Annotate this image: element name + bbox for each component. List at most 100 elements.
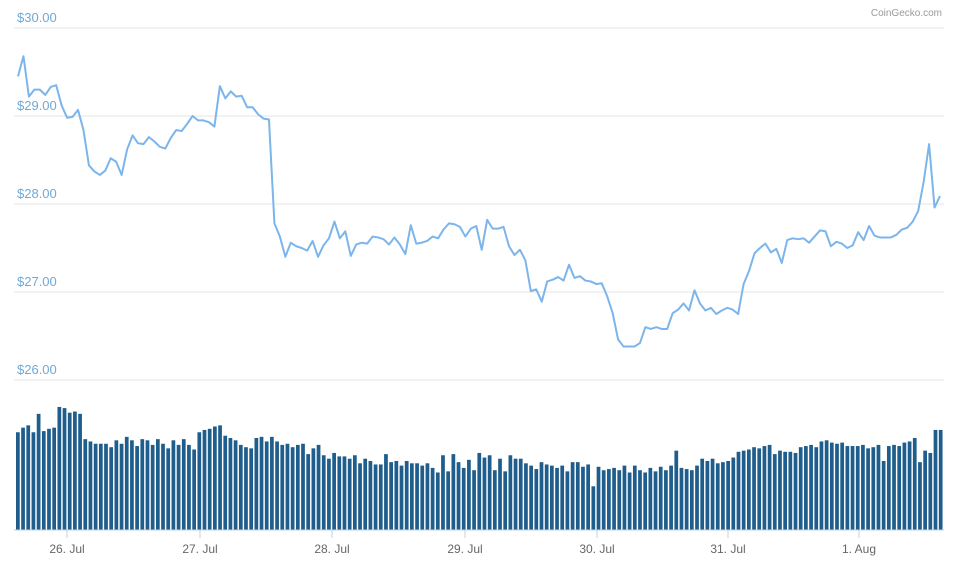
volume-bar <box>378 464 383 530</box>
volume-bar <box>467 459 471 530</box>
price-line <box>17 55 941 348</box>
volume-bar <box>632 465 637 530</box>
volume-bar <box>622 465 627 530</box>
volume-bar <box>249 448 254 530</box>
volume-bar <box>669 465 673 530</box>
volume-bar <box>352 455 357 530</box>
volume-bar <box>394 461 399 530</box>
volume-bar <box>280 444 285 530</box>
volume-bar <box>555 467 559 530</box>
volume-bar <box>876 444 881 530</box>
volume-bar <box>83 439 88 530</box>
volume-bars <box>16 406 943 530</box>
volume-bar <box>819 441 824 530</box>
volume-bar <box>933 429 938 530</box>
volume-bar <box>482 457 487 530</box>
volume-bar <box>384 454 388 530</box>
volume-bar <box>316 444 321 530</box>
volume-bar <box>192 449 196 530</box>
volume-bar <box>518 458 523 530</box>
volume-bar <box>166 448 171 530</box>
volume-bar <box>135 446 139 530</box>
volume-bar <box>472 470 476 530</box>
volume-bar <box>643 472 648 530</box>
volume-bar <box>31 432 36 530</box>
volume-bar <box>886 446 891 530</box>
volume-bar <box>52 427 57 530</box>
volume-bar <box>275 441 279 530</box>
volume-bar <box>264 441 269 530</box>
volume-bar <box>477 452 482 530</box>
volume-bar <box>861 444 865 530</box>
volume-bar <box>565 471 570 530</box>
volume-bar <box>140 439 145 530</box>
volume-bar <box>492 470 497 530</box>
volume-bar <box>741 450 746 530</box>
volume-bar <box>347 458 352 530</box>
volume-bar <box>404 461 409 530</box>
volume-bar <box>746 449 751 530</box>
volume-bar <box>161 443 165 530</box>
volume-bar <box>658 466 663 530</box>
volume-bar <box>881 461 886 530</box>
volume-bar <box>342 456 347 530</box>
x-tick-label: 30. Jul <box>579 542 614 556</box>
volume-bar <box>223 435 228 530</box>
volume-bar <box>809 444 813 530</box>
y-tick-label: $28.00 <box>17 186 57 201</box>
volume-bar <box>918 462 922 530</box>
volume-bar <box>653 471 658 530</box>
volume-bar <box>529 465 533 530</box>
volume-bar <box>513 458 518 530</box>
volume-bar <box>679 467 684 530</box>
volume-bar <box>321 455 326 530</box>
volume-bar <box>824 440 829 530</box>
volume-bar <box>638 470 642 530</box>
volume-bar <box>814 447 819 530</box>
volume-bar <box>700 458 705 530</box>
volume-bar <box>767 444 772 530</box>
volume-bar <box>892 444 896 530</box>
volume-bar <box>435 472 440 530</box>
volume-bar <box>721 462 725 530</box>
volume-bar <box>674 450 679 530</box>
volume-bar <box>757 448 762 530</box>
volume-bar <box>119 443 124 530</box>
volume-bar <box>155 439 160 530</box>
volume-bar <box>783 451 788 530</box>
volume-bar <box>290 447 295 530</box>
volume-bar <box>295 444 300 530</box>
x-tick-label: 28. Jul <box>314 542 349 556</box>
volume-bar <box>238 444 243 530</box>
volume-bar <box>575 462 580 530</box>
volume-bar <box>88 441 93 530</box>
volume-bar <box>601 470 606 530</box>
volume-bar <box>560 465 565 530</box>
volume-bar <box>788 451 793 530</box>
volume-bar <box>845 446 850 530</box>
volume-bar <box>591 486 596 530</box>
volume-bar <box>368 461 373 530</box>
volume-bar <box>145 440 150 530</box>
volume-bar <box>804 446 808 530</box>
volume-bar <box>840 442 845 530</box>
volume-bar <box>715 463 720 530</box>
volume-bar <box>736 451 741 530</box>
volume-bar <box>596 466 601 530</box>
volume-bar <box>171 440 176 530</box>
volume-bar <box>176 444 181 530</box>
volume-bar <box>62 408 67 530</box>
volume-bar <box>26 425 31 530</box>
volume-bar <box>150 444 155 530</box>
volume-bar <box>534 469 539 530</box>
volume-bar <box>607 469 611 530</box>
volume-bar <box>835 443 839 530</box>
volume-bar <box>98 443 103 530</box>
volume-bar <box>244 447 248 530</box>
volume-bar <box>912 438 917 530</box>
volume-bar <box>928 452 933 530</box>
volume-bar <box>907 441 912 530</box>
y-axis-ticks: $30.00 $29.00 $28.00 $27.00 $26.00 <box>17 10 57 377</box>
volume-bar <box>358 463 362 530</box>
volume-bar <box>503 471 508 530</box>
